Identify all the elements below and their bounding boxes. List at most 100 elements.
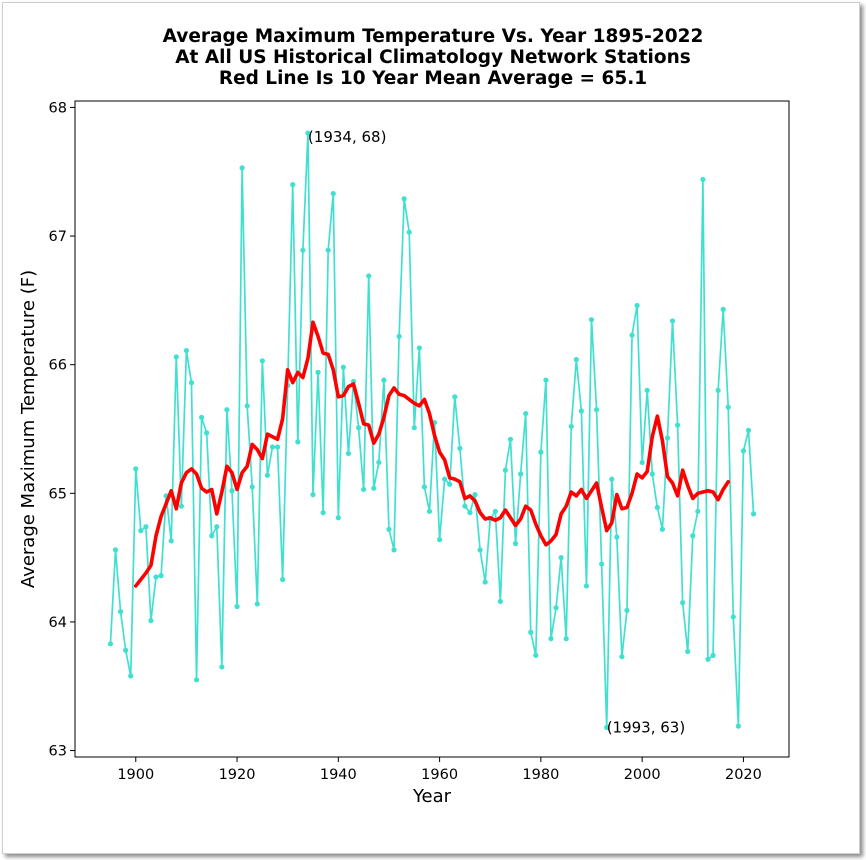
data-point — [148, 618, 154, 624]
x-tick-label: 1900 — [117, 767, 154, 783]
data-point — [416, 345, 422, 351]
data-point — [482, 579, 488, 585]
data-point — [543, 377, 549, 383]
data-point — [715, 387, 721, 394]
data-point — [153, 574, 159, 580]
chart-title: Average Maximum Temperature Vs. Year 189… — [163, 26, 704, 89]
data-point — [345, 450, 352, 457]
data-point — [224, 407, 230, 413]
data-point — [117, 609, 124, 615]
data-point — [553, 605, 559, 611]
data-point — [533, 652, 539, 658]
plot-frame — [74, 100, 790, 758]
data-point — [710, 652, 716, 658]
data-point — [705, 656, 711, 662]
data-point — [685, 648, 691, 655]
data-point — [133, 466, 139, 472]
data-point — [558, 555, 564, 561]
data-point — [462, 503, 468, 509]
data-point — [188, 380, 195, 386]
data-point — [376, 459, 382, 466]
data-point — [649, 471, 655, 477]
data-point — [639, 459, 645, 466]
data-point — [578, 408, 584, 414]
data-point — [391, 547, 397, 553]
data-point — [745, 427, 752, 433]
data-point — [604, 724, 610, 731]
data-point — [675, 422, 681, 428]
x-tick-label: 2020 — [725, 767, 762, 783]
data-point — [568, 423, 574, 430]
y-tick-label: 68 — [49, 100, 67, 116]
data-point — [335, 515, 341, 521]
data-point — [442, 476, 448, 482]
data-point — [355, 425, 362, 431]
data-point — [512, 540, 519, 547]
data-point — [497, 598, 503, 604]
x-tick-label: 1920 — [219, 767, 256, 783]
data-point — [619, 654, 625, 660]
data-point — [695, 508, 701, 514]
data-point — [477, 547, 483, 553]
data-point — [199, 414, 205, 421]
y-axis-label: Average Maximum Temperature (F) — [18, 270, 39, 588]
data-point — [664, 435, 671, 441]
data-point — [700, 176, 706, 183]
data-point — [654, 504, 660, 511]
data-point — [401, 196, 407, 202]
mean-line — [133, 320, 731, 588]
data-point — [168, 538, 174, 544]
data-point — [518, 471, 524, 477]
data-point — [209, 533, 215, 539]
data-point — [421, 484, 427, 490]
data-point — [614, 534, 620, 540]
data-point — [507, 436, 514, 442]
data-point — [325, 247, 331, 253]
y-tick-label: 64 — [49, 615, 67, 631]
data-point — [690, 533, 696, 539]
data-point — [426, 508, 433, 514]
data-point — [492, 508, 498, 514]
data-point — [593, 407, 600, 413]
chart-title-line: At All US Historical Climatology Network… — [175, 47, 691, 68]
data-point — [457, 445, 463, 451]
data-point — [259, 358, 265, 364]
data-point — [740, 448, 747, 454]
data-point — [644, 387, 650, 394]
data-line — [109, 132, 755, 729]
data-point — [680, 600, 686, 606]
data-point — [249, 484, 255, 490]
data-point — [366, 273, 372, 279]
data-point — [437, 537, 443, 543]
x-tick-label: 1980 — [522, 767, 559, 783]
data-point — [371, 485, 377, 491]
data-point — [290, 182, 296, 188]
data-point — [280, 576, 286, 583]
data-point — [624, 607, 630, 613]
data-point — [123, 647, 129, 653]
data-point — [563, 636, 569, 642]
plot-area: 1900 1920 1940 1960 1980 2000 2020 63 64 65 66 67 68… — [49, 100, 790, 783]
data-point — [720, 306, 726, 312]
data-point — [158, 573, 164, 579]
point-annotation: (1993, 63) — [607, 718, 686, 736]
data-point — [669, 318, 676, 324]
data-point — [143, 524, 149, 530]
data-point — [735, 723, 741, 729]
data-point — [295, 439, 301, 445]
data-point — [330, 191, 336, 197]
data-point — [305, 130, 311, 136]
data-point — [214, 524, 220, 530]
data-point — [599, 561, 605, 567]
data-point — [269, 444, 276, 450]
data-point — [219, 664, 225, 670]
chart-title-line: Red Line Is 10 Year Mean Average = 65.1 — [219, 68, 647, 89]
y-tick-label: 63 — [49, 744, 67, 760]
data-point — [107, 641, 114, 647]
data-point — [411, 425, 417, 431]
data-point — [452, 394, 458, 400]
data-point — [502, 467, 509, 473]
data-point — [112, 547, 119, 553]
data-point — [583, 583, 590, 589]
data-point — [310, 492, 316, 498]
